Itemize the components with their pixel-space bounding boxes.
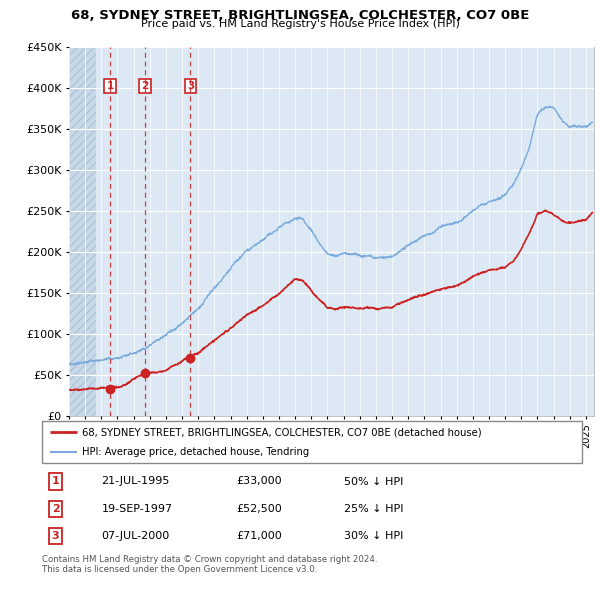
Text: HPI: Average price, detached house, Tendring: HPI: Average price, detached house, Tend… xyxy=(83,447,310,457)
FancyBboxPatch shape xyxy=(42,421,582,463)
Text: 2: 2 xyxy=(52,504,59,514)
Text: 25% ↓ HPI: 25% ↓ HPI xyxy=(344,504,404,514)
Text: 1: 1 xyxy=(107,81,114,91)
Text: £52,500: £52,500 xyxy=(236,504,282,514)
Text: 1: 1 xyxy=(52,477,59,487)
Text: 50% ↓ HPI: 50% ↓ HPI xyxy=(344,477,404,487)
Text: 3: 3 xyxy=(52,531,59,541)
Text: 21-JUL-1995: 21-JUL-1995 xyxy=(101,477,170,487)
Text: Contains HM Land Registry data © Crown copyright and database right 2024.
This d: Contains HM Land Registry data © Crown c… xyxy=(42,555,377,574)
Text: 07-JUL-2000: 07-JUL-2000 xyxy=(101,531,170,541)
Text: 3: 3 xyxy=(187,81,194,91)
Text: 68, SYDNEY STREET, BRIGHTLINGSEA, COLCHESTER, CO7 0BE (detached house): 68, SYDNEY STREET, BRIGHTLINGSEA, COLCHE… xyxy=(83,427,482,437)
Text: Price paid vs. HM Land Registry's House Price Index (HPI): Price paid vs. HM Land Registry's House … xyxy=(140,19,460,29)
Text: £71,000: £71,000 xyxy=(236,531,282,541)
Text: £33,000: £33,000 xyxy=(236,477,282,487)
Text: 19-SEP-1997: 19-SEP-1997 xyxy=(101,504,173,514)
Bar xyxy=(69,47,97,416)
Text: 30% ↓ HPI: 30% ↓ HPI xyxy=(344,531,404,541)
Text: 2: 2 xyxy=(142,81,149,91)
Text: 68, SYDNEY STREET, BRIGHTLINGSEA, COLCHESTER, CO7 0BE: 68, SYDNEY STREET, BRIGHTLINGSEA, COLCHE… xyxy=(71,9,529,22)
